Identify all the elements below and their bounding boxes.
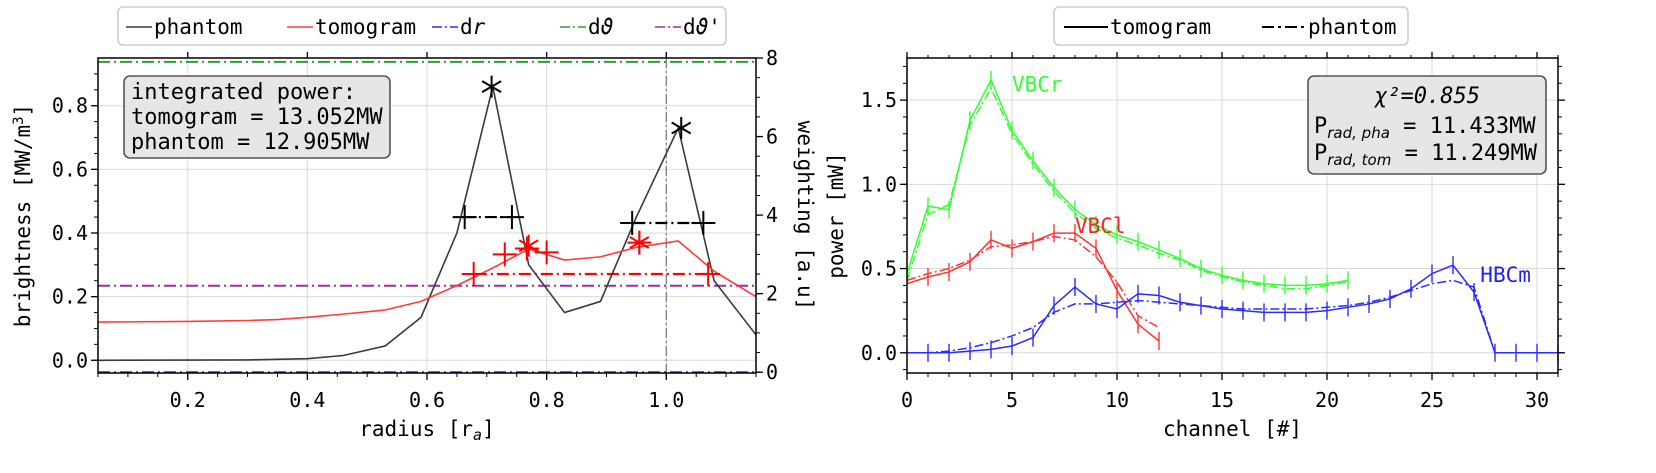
legend-item: tomogram — [1064, 15, 1211, 39]
y-axis-label: brightness [MW/m3] — [11, 104, 35, 327]
legend-item: phantom — [126, 15, 243, 39]
star-arm — [481, 80, 502, 94]
left-chart: 0.2 0.4 0.6 0.8 1.0 0.0 0.2 0.4 0.6 0.8 0 2 4 6 8 radiu… — [11, 6, 817, 444]
peak-star-marker — [518, 234, 539, 257]
y-tick-label: 0.4 — [52, 221, 88, 245]
legend-label: dϑ — [588, 15, 614, 39]
weighting-cross-marker — [696, 262, 721, 287]
legend-label: phantom — [1308, 15, 1397, 39]
series-label: VBCl — [1075, 214, 1126, 238]
series-line-tomogram — [97, 240, 757, 323]
weighting-cross-marker — [534, 240, 559, 265]
legend-label: tomogram — [315, 15, 416, 39]
weighting-cross-marker — [691, 210, 716, 235]
prad-phantom-text: Prad, pha = 11.433MW — [1314, 114, 1536, 142]
y-tick-label: 0.2 — [52, 285, 88, 309]
x-tick-label: 20 — [1315, 388, 1339, 412]
weighting-cross-marker — [452, 205, 477, 230]
legend-frame — [1053, 6, 1409, 46]
x-tick-label: 15 — [1210, 388, 1234, 412]
left-legend: phantom tomogram dr dϑ dϑ' — [117, 6, 727, 46]
series-line — [906, 86, 1349, 290]
series-line — [907, 279, 1558, 354]
legend-item: tomogram — [287, 15, 416, 39]
y-tick-label: 0.6 — [52, 157, 88, 181]
integrated-power-box: integrated power:tomogram = 13.052MWphan… — [123, 75, 391, 159]
y-tick-label: 0.5 — [861, 257, 897, 281]
textbox-line: tomogram = 13.052MW — [131, 105, 383, 130]
star-arm — [671, 121, 692, 135]
weighting-cross-marker — [461, 262, 486, 287]
x-tick-label: 0 — [901, 388, 913, 412]
chi-squared-text: χ²=0.855 — [1374, 84, 1480, 109]
x-tick-label: 1.0 — [648, 388, 684, 412]
right-chart: VBCr VBCl HBCm 0 5 10 15 20 25 30 0.0 0.5 1.0 1.5 chan… — [824, 6, 1565, 441]
textbox-line: phantom = 12.905MW — [131, 130, 370, 155]
legend-label: phantom — [154, 15, 243, 39]
x-axis-label: radius [ra] — [359, 417, 494, 444]
legend-label: dϑ' — [683, 15, 721, 39]
series-line — [906, 78, 1349, 287]
y-tick-label: 0.0 — [861, 341, 897, 365]
legend-frame — [117, 6, 727, 46]
peak-star-marker — [671, 117, 692, 139]
x-tick-label: 0.6 — [409, 388, 445, 412]
star-arm — [518, 239, 539, 253]
textbox-line: integrated power: — [131, 80, 356, 105]
x-tick-label: 0.4 — [289, 388, 325, 412]
legend-label: dr — [460, 15, 486, 39]
y-tick-label: 0.0 — [52, 348, 88, 372]
legend-label: tomogram — [1110, 15, 1211, 39]
y2-axis-label: weighting [a.u] — [793, 121, 817, 311]
star-arm — [629, 236, 650, 249]
x-tick-label: 0.2 — [170, 388, 206, 412]
y-tick-label: 1.0 — [861, 172, 897, 196]
y2-tick-label: 2 — [766, 282, 778, 306]
prad-tomogram-text: Prad, tom = 11.249MW — [1314, 141, 1538, 169]
series-line — [907, 264, 1558, 354]
y2-tick-label: 0 — [766, 360, 778, 384]
y-tick-label: 1.5 — [861, 88, 897, 112]
y2-tick-label: 4 — [766, 203, 778, 227]
weighting-cross-marker — [620, 210, 645, 235]
y2-tick-label: 8 — [766, 46, 778, 70]
y-tick-label: 0.8 — [52, 94, 88, 118]
legend-item: dr — [432, 15, 486, 39]
peak-star-marker — [629, 231, 650, 254]
textbox-bg — [123, 75, 391, 159]
textbox-bg — [1307, 75, 1547, 175]
x-tick-label: 0.8 — [529, 388, 565, 412]
series-label: VBCr — [1012, 73, 1063, 97]
legend-item: dϑ — [560, 15, 614, 39]
peak-star-marker — [481, 75, 502, 98]
x-tick-label: 5 — [1006, 388, 1018, 412]
plot-frame — [906, 57, 1559, 374]
y2-tick-label: 6 — [766, 125, 778, 149]
right-legend: tomogram phantom — [1053, 6, 1409, 46]
weighting-cross-marker — [492, 242, 517, 267]
x-tick-label: 25 — [1420, 388, 1444, 412]
y-axis-label: power [mW] — [824, 152, 848, 278]
x-tick-label: 30 — [1525, 388, 1549, 412]
legend-item: dϑ' — [655, 15, 721, 39]
x-axis-label: channel [#] — [1163, 417, 1302, 441]
legend-item: phantom — [1262, 15, 1397, 39]
x-tick-label: 10 — [1105, 388, 1129, 412]
series-label: HBCm — [1480, 263, 1531, 287]
weighting-cross-marker — [499, 205, 524, 230]
